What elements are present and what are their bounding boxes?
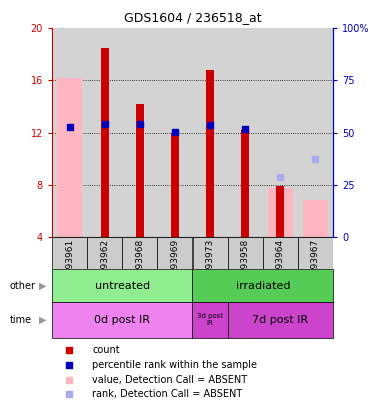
Bar bbox=[171, 132, 179, 237]
Bar bbox=[52, 237, 87, 269]
Bar bbox=[87, 237, 122, 269]
Bar bbox=[136, 104, 144, 237]
Bar bbox=[303, 200, 328, 237]
Text: irradiated: irradiated bbox=[236, 281, 290, 290]
Point bbox=[172, 129, 178, 135]
Text: rank, Detection Call = ABSENT: rank, Detection Call = ABSENT bbox=[92, 389, 243, 399]
Bar bbox=[268, 188, 293, 237]
Text: GSM93967: GSM93967 bbox=[311, 239, 320, 288]
Text: 0d post IR: 0d post IR bbox=[94, 315, 150, 325]
Bar bbox=[276, 186, 284, 237]
Text: percentile rank within the sample: percentile rank within the sample bbox=[92, 360, 258, 370]
Bar bbox=[192, 237, 228, 269]
Text: GSM93961: GSM93961 bbox=[65, 239, 74, 288]
Text: GDS1604 / 236518_at: GDS1604 / 236518_at bbox=[124, 11, 261, 24]
Bar bbox=[52, 269, 192, 302]
Text: count: count bbox=[92, 345, 120, 355]
Point bbox=[137, 121, 143, 128]
Point bbox=[207, 122, 213, 129]
Point bbox=[242, 126, 248, 132]
Text: GSM93962: GSM93962 bbox=[100, 239, 109, 288]
Point bbox=[102, 121, 108, 128]
Text: GSM93968: GSM93968 bbox=[135, 239, 144, 288]
Bar bbox=[206, 70, 214, 237]
Bar bbox=[157, 237, 192, 269]
Bar bbox=[228, 237, 263, 269]
Bar bbox=[192, 269, 333, 302]
Point bbox=[312, 156, 318, 162]
Bar bbox=[228, 302, 333, 338]
Bar bbox=[122, 237, 157, 269]
Text: GSM93969: GSM93969 bbox=[171, 239, 179, 288]
Text: 3d post
IR: 3d post IR bbox=[197, 313, 223, 326]
Text: GSM93958: GSM93958 bbox=[241, 239, 250, 288]
Bar bbox=[298, 237, 333, 269]
Bar bbox=[57, 78, 82, 237]
Bar bbox=[263, 237, 298, 269]
Text: GSM93973: GSM93973 bbox=[206, 239, 214, 288]
Text: value, Detection Call = ABSENT: value, Detection Call = ABSENT bbox=[92, 375, 248, 385]
Text: ▶: ▶ bbox=[38, 281, 46, 290]
Text: other: other bbox=[10, 281, 36, 290]
Point bbox=[277, 174, 283, 180]
Bar bbox=[52, 302, 192, 338]
Bar bbox=[241, 130, 249, 237]
Text: time: time bbox=[10, 315, 32, 325]
Bar bbox=[101, 48, 109, 237]
Text: 7d post IR: 7d post IR bbox=[252, 315, 308, 325]
Point bbox=[67, 124, 73, 131]
Bar bbox=[192, 302, 228, 338]
Text: GSM93964: GSM93964 bbox=[276, 239, 285, 288]
Text: untreated: untreated bbox=[95, 281, 150, 290]
Text: ▶: ▶ bbox=[38, 315, 46, 325]
